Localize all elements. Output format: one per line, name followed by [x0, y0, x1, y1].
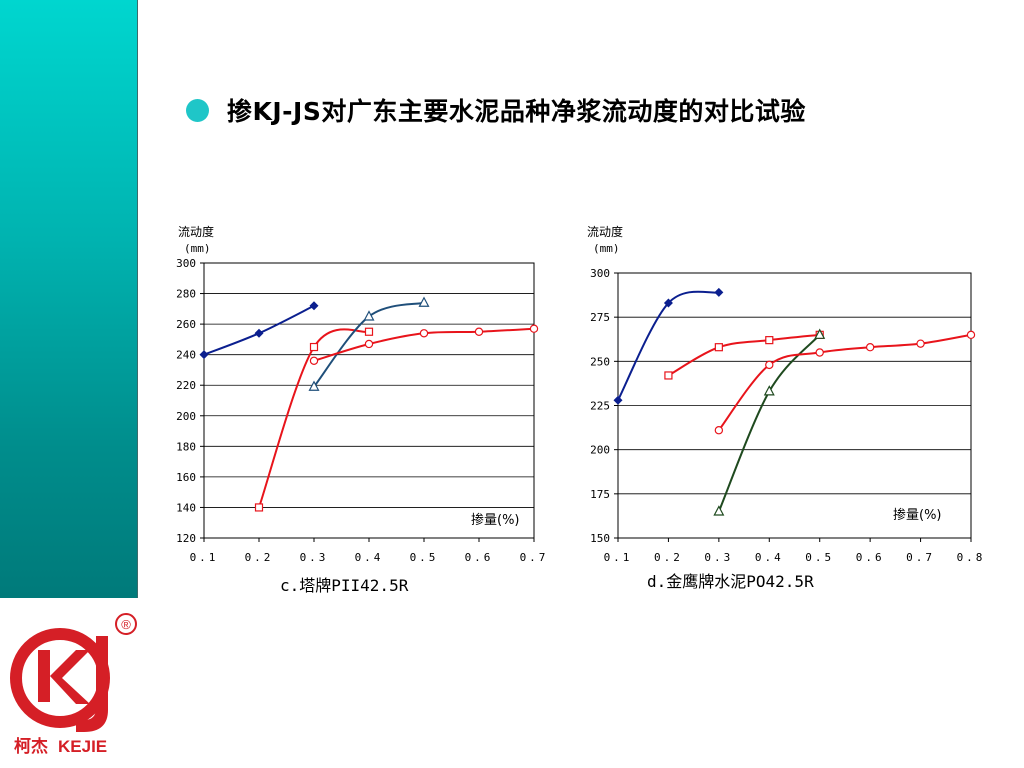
series-4-point: [714, 426, 724, 435]
series-4-point: [419, 329, 429, 338]
series-3-point: [814, 328, 826, 339]
series-2-point: [664, 371, 673, 380]
title-bullet-icon: [186, 98, 209, 122]
slide-title: 掺KJ-JS对广东主要水泥品种净浆流动度的对比试验: [227, 97, 806, 126]
x-tick-label: 0.4: [355, 551, 384, 564]
series-2-point: [309, 342, 319, 352]
series-1-line: [617, 290, 720, 401]
y-tick-label: 175: [590, 488, 610, 501]
chart-c-caption: c.塔牌PII42.5R: [280, 576, 409, 595]
series-4-point: [815, 348, 824, 357]
chart-d-caption: d.金鹰牌水泥PO42.5R: [647, 572, 814, 591]
y-tick-label: 260: [176, 318, 196, 331]
y-tick-label: 220: [176, 379, 196, 392]
y-tick-label: 150: [590, 532, 610, 545]
plot-area: [203, 262, 535, 539]
series-4-point: [765, 360, 774, 370]
series-1-point: [714, 287, 724, 297]
y-tick-label: 160: [176, 471, 196, 484]
series-4-point: [865, 343, 875, 352]
x-tick-label: 0.8: [957, 551, 986, 564]
series-3-point: [363, 310, 375, 321]
x-tick-label: 0.3: [704, 551, 733, 564]
x-tick-label: 0.5: [410, 551, 439, 564]
x-tick-label: 0.1: [190, 551, 219, 564]
y-tick-label: 275: [590, 311, 610, 324]
series-2-point: [714, 343, 723, 352]
series-3-point: [763, 385, 775, 396]
series-1-point: [199, 350, 209, 360]
series-3-line: [717, 334, 821, 512]
y-tick-label: 240: [176, 349, 196, 362]
x-tick-label: 0.6: [465, 551, 494, 564]
x-axis-title: 掺量(%): [893, 507, 942, 523]
logo-j-shape: [76, 636, 108, 732]
series-1-point: [309, 301, 319, 311]
x-axis-title: 掺量(%): [471, 512, 520, 528]
x-tick-label: 0.7: [520, 551, 549, 564]
series-4-point: [529, 324, 539, 333]
y-axis-title: 流动度: [587, 224, 623, 239]
series-4-point: [916, 339, 925, 348]
registered-mark: ®: [121, 617, 131, 632]
series-3-point: [713, 505, 725, 516]
y-tick-label: 300: [590, 267, 610, 280]
y-tick-label: 140: [176, 501, 196, 514]
y-tick-label: 300: [176, 257, 196, 270]
series-4-point: [966, 330, 976, 340]
series-2-point: [254, 503, 264, 512]
series-3-point: [308, 380, 320, 391]
y-tick-label: 200: [590, 444, 610, 457]
series-1-point: [254, 328, 264, 338]
series-2-point: [364, 327, 374, 336]
y-tick-label: 250: [590, 355, 610, 368]
x-tick-label: 0.5: [805, 551, 834, 564]
kejie-logo: ® 柯杰 KEJIE: [10, 613, 137, 757]
x-tick-label: 0.2: [654, 551, 683, 564]
y-tick-label: 225: [590, 400, 610, 413]
y-tick-label: 280: [176, 288, 196, 301]
y-tick-label: 120: [176, 532, 196, 545]
y-tick-label: 200: [176, 410, 196, 423]
y-axis-unit: (mm): [593, 242, 620, 255]
series-2-line: [258, 328, 370, 508]
x-tick-label: 0.3: [300, 551, 329, 564]
logo-k-stem: [38, 650, 50, 702]
series-4-point: [474, 327, 484, 336]
logo-brand-en: KEJIE: [58, 737, 107, 756]
registered-mark-ring: [115, 613, 137, 635]
series-2-point: [765, 336, 774, 345]
series-1-point: [663, 298, 673, 308]
x-tick-label: 0.6: [856, 551, 885, 564]
y-axis-unit: (mm): [184, 242, 211, 255]
x-tick-label: 0.2: [245, 551, 274, 564]
series-1-point: [613, 395, 623, 405]
y-axis-title: 流动度: [178, 224, 214, 239]
x-tick-label: 0.7: [906, 551, 935, 564]
y-tick-label: 180: [176, 440, 196, 453]
logo-k-arm: [50, 650, 90, 704]
x-tick-label: 0.1: [604, 551, 633, 564]
series-4-point: [364, 339, 374, 349]
slide-title-row: 掺KJ-JS对广东主要水泥品种净浆流动度的对比试验: [186, 88, 806, 132]
series-2-line: [667, 333, 820, 377]
x-tick-label: 0.4: [755, 551, 784, 564]
logo-brand-cn: 柯杰: [14, 736, 48, 757]
series-4-point: [309, 356, 319, 365]
side-decor-band: [0, 0, 138, 598]
series-3-point: [418, 296, 430, 307]
